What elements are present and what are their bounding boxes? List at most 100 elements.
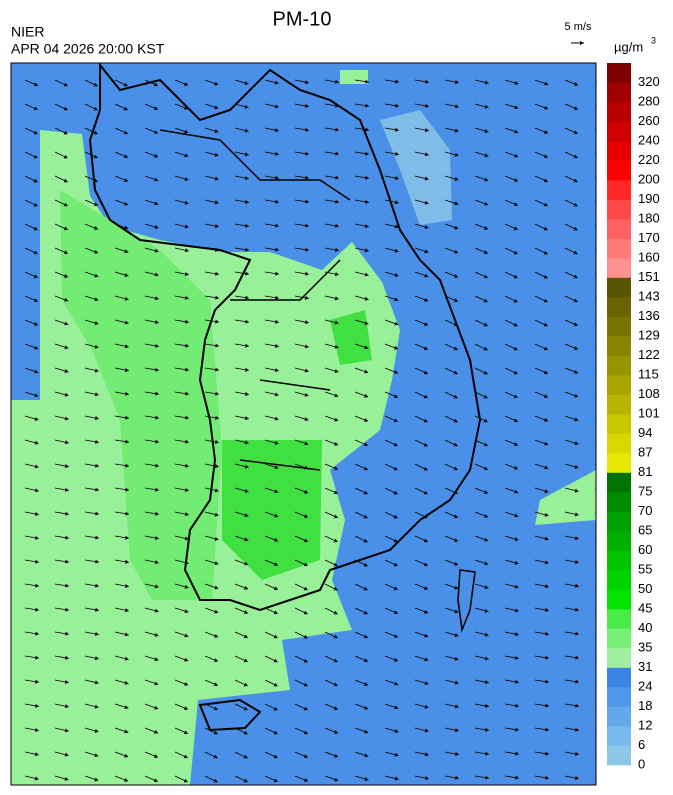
wind-arrowhead (33, 106, 38, 111)
wind-arrowhead (94, 777, 99, 782)
field-bright-green-2 (330, 310, 372, 365)
colorbar-label: 129 (638, 327, 660, 342)
wind-arrowhead (364, 369, 369, 374)
wind-arrowhead (34, 440, 39, 445)
wind-arrowhead (335, 103, 339, 108)
wind-arrowhead (214, 81, 219, 86)
field-blue-west (11, 63, 40, 400)
wind-arrowhead (184, 560, 189, 565)
wind-arrowhead (244, 176, 249, 181)
wind-arrowhead (95, 559, 99, 564)
wind-arrowhead (485, 727, 489, 732)
wind-arrowhead (244, 152, 249, 157)
wind-arrowhead (573, 178, 578, 183)
wind-arrowhead (63, 178, 68, 183)
wind-arrow (594, 343, 596, 345)
wind-arrowhead (483, 466, 488, 471)
wind-arrowhead (304, 441, 309, 446)
wind-arrowhead (424, 657, 429, 662)
wind-arrowhead (273, 682, 278, 687)
wind-arrowhead (243, 634, 248, 639)
wind-arrowhead (424, 609, 429, 614)
wind-arrowhead (453, 394, 458, 399)
wind-arrowhead (124, 680, 129, 685)
wind-arrowhead (454, 128, 459, 133)
wind-arrowhead (545, 631, 549, 636)
wind-arrowhead (34, 464, 39, 469)
wind-arrowhead (304, 344, 309, 349)
wind-arrowhead (514, 632, 519, 637)
wind-arrowhead (333, 490, 338, 495)
colorbar-label: 280 (638, 93, 660, 108)
wind-arrowhead (365, 79, 369, 84)
wind-arrowhead (304, 417, 309, 422)
colorbar-label: 40 (638, 620, 652, 635)
wind-arrowhead (94, 297, 99, 302)
wind-arrowhead (64, 321, 69, 326)
wind-arrowhead (94, 416, 99, 421)
wind-arrowhead (515, 727, 519, 732)
wind-arrowhead (154, 248, 159, 253)
wind-arrowhead (124, 178, 128, 182)
wind-arrowhead (185, 391, 189, 396)
wind-arrowhead (364, 729, 369, 734)
wind-arrowhead (155, 511, 159, 516)
wind-arrowhead (94, 392, 99, 397)
wind-arrow (594, 79, 596, 81)
colorbar-swatch (607, 745, 631, 766)
wind-arrowhead (154, 296, 159, 301)
wind-arrowhead (514, 513, 519, 518)
colorbar-label: 18 (638, 698, 652, 713)
wind-arrowhead (125, 415, 129, 420)
wind-arrowhead (334, 272, 339, 277)
colorbar-label: 240 (638, 132, 660, 147)
wind-arrowhead (394, 705, 399, 710)
wind-arrowhead (393, 538, 398, 543)
wind-arrowhead (213, 682, 218, 687)
wind-arrowhead (574, 536, 579, 541)
wind-arrowhead (454, 274, 458, 278)
wind-arrowhead (35, 607, 39, 612)
wind-arrowhead (514, 178, 518, 182)
wind-arrowhead (184, 609, 189, 614)
wind-arrowhead (304, 778, 308, 782)
wind-arrowhead (304, 465, 309, 470)
wind-arrowhead (154, 584, 159, 589)
wind-arrowhead (334, 320, 339, 325)
wind-arrowhead (574, 488, 579, 493)
wind-arrowhead (394, 176, 399, 181)
wind-arrowhead (575, 655, 579, 660)
wind-vectors (24, 79, 596, 783)
wind-arrowhead (214, 609, 219, 614)
wind-arrowhead (514, 608, 519, 613)
wind-arrowhead (244, 104, 249, 109)
colorbar-swatch (607, 375, 631, 395)
wind-arrowhead (364, 296, 369, 301)
wind-arrowhead (154, 729, 159, 734)
wind-arrowhead (303, 754, 308, 759)
wind-arrowhead (454, 201, 459, 206)
wind-arrowhead (35, 679, 39, 684)
wind-arrowhead (543, 370, 548, 375)
wind-arrowhead (124, 201, 129, 206)
wind-arrowhead (394, 321, 399, 326)
wind-arrowhead (154, 657, 159, 662)
wind-arrowhead (483, 370, 488, 375)
wind-arrowhead (393, 418, 398, 423)
wind-arrowhead (244, 81, 249, 86)
wind-arrowhead (573, 322, 578, 327)
wind-arrowhead (544, 81, 549, 86)
wind-arrowhead (333, 514, 338, 519)
wind-arrowhead (423, 370, 428, 375)
colorbar-label: 81 (638, 464, 652, 479)
wind-arrowhead (214, 512, 219, 517)
wind-arrowhead (93, 202, 98, 207)
wind-arrowhead (305, 271, 309, 276)
wind-arrowhead (94, 680, 99, 685)
wind-arrowhead (183, 754, 188, 759)
colorbar-swatch (607, 628, 631, 649)
wind-arrowhead (424, 176, 429, 181)
wind-arrowhead (185, 295, 189, 300)
colorbar-label: 320 (638, 74, 660, 89)
wind-arrow (594, 103, 596, 105)
